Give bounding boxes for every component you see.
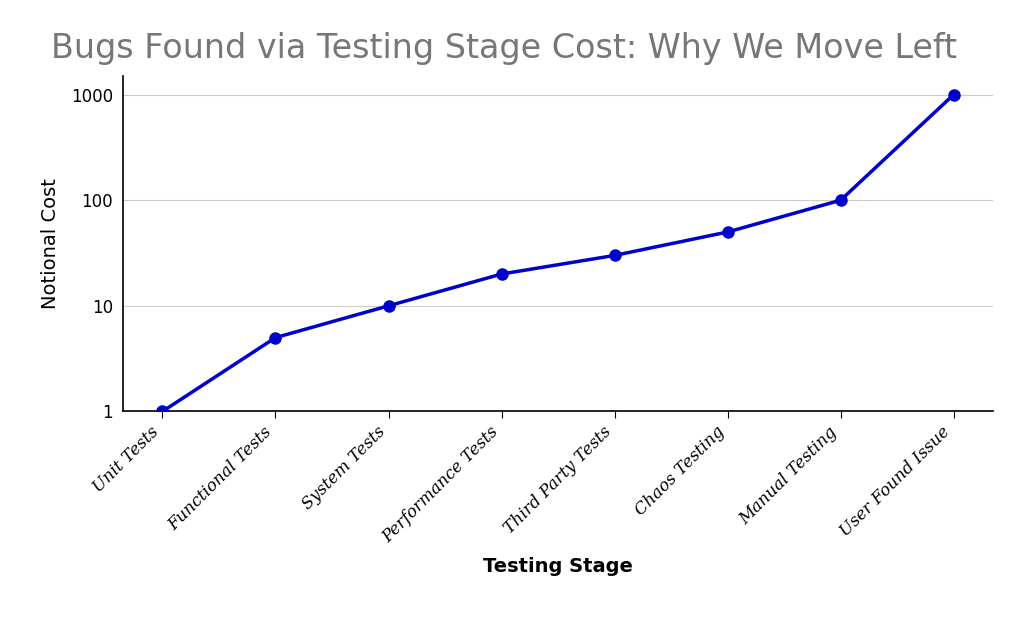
X-axis label: Testing Stage: Testing Stage bbox=[483, 557, 633, 576]
Text: Bugs Found via Testing Stage Cost: Why We Move Left: Bugs Found via Testing Stage Cost: Why W… bbox=[51, 32, 957, 65]
Y-axis label: Notional Cost: Notional Cost bbox=[41, 179, 60, 309]
